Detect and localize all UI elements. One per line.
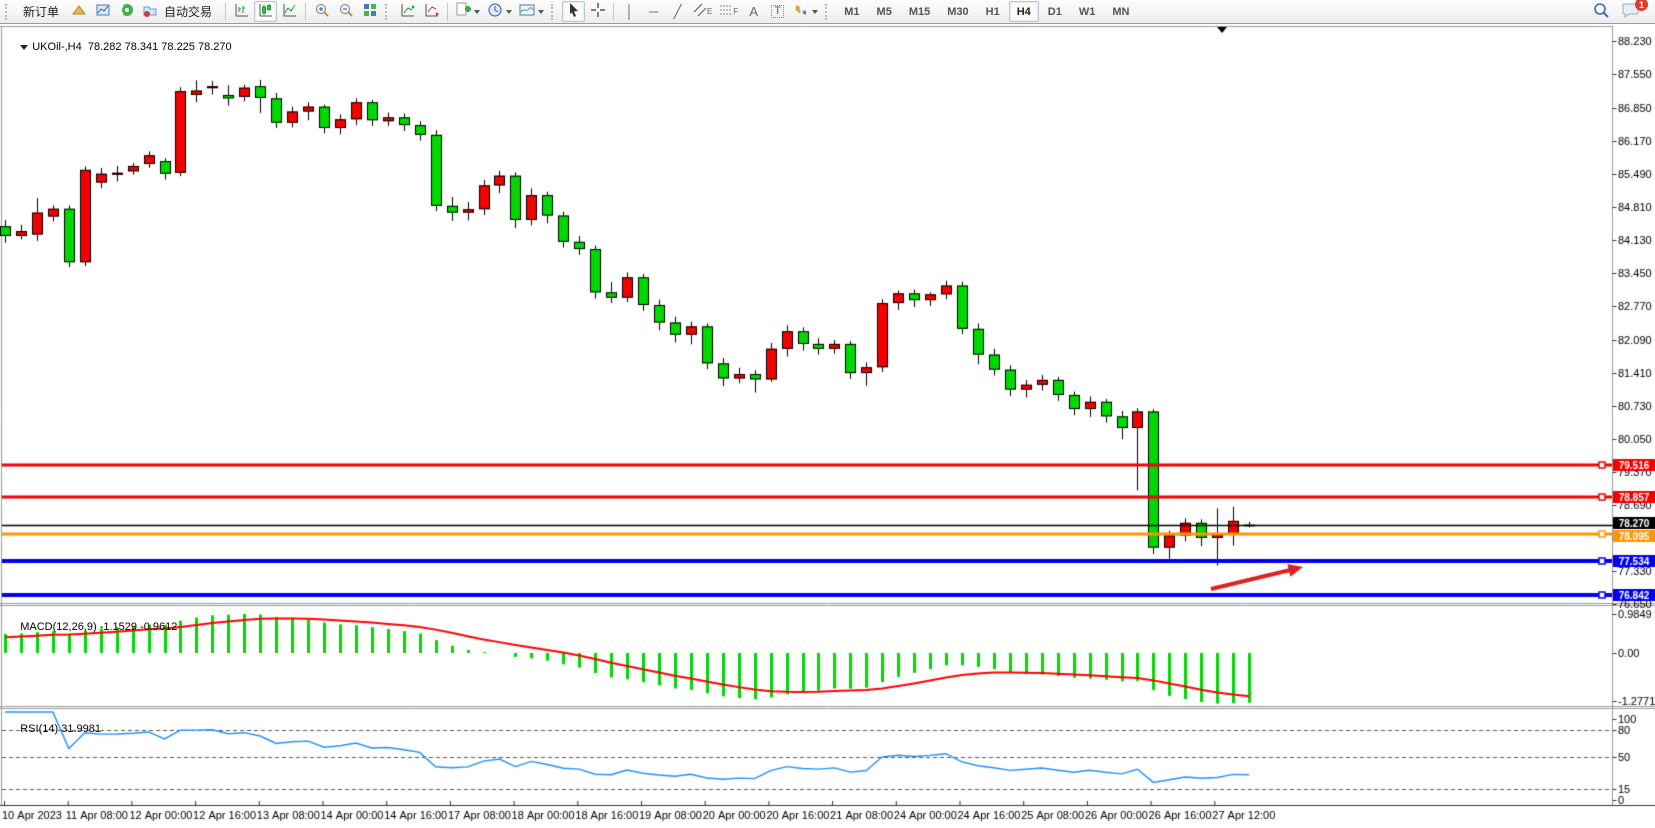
rsi-indicator-label: RSI(14) 31.9981 — [8, 711, 101, 747]
signals-icon — [119, 2, 135, 21]
vertical-line-icon: │ — [625, 4, 634, 19]
rsi-value: 31.9981 — [61, 723, 101, 735]
line-chart-button[interactable] — [278, 1, 301, 22]
new-chart-icon — [400, 2, 416, 21]
candlestick-chart-icon — [258, 2, 274, 21]
toolbar-grip[interactable] — [551, 3, 558, 20]
fibonacci-tool-letter: F — [733, 7, 739, 16]
toolbar-separator — [447, 2, 449, 21]
zoom-out-icon — [338, 2, 354, 21]
symbol-ohlc-text: 78.282 78.341 78.225 78.270 — [87, 41, 232, 53]
zoom-in-icon — [314, 2, 330, 21]
auto-trading-label: 自动交易 — [164, 5, 213, 19]
timeframe-mn-button[interactable]: MN — [1112, 5, 1130, 18]
search-icon — [1593, 2, 1610, 22]
timeframe-m30-button[interactable]: M30 — [947, 5, 969, 18]
timeframe-w1-button[interactable]: W1 — [1078, 5, 1096, 18]
chart-profiles-icon — [424, 2, 440, 21]
equidistant-channel-icon — [693, 3, 707, 20]
toolbar-separator — [613, 2, 615, 21]
rsi-title: RSI(14) — [20, 723, 59, 735]
crosshair-tool-button[interactable] — [586, 1, 609, 22]
timeframe-clock-icon — [487, 2, 503, 21]
line-chart-icon — [282, 2, 298, 21]
chevron-down-icon — [474, 9, 481, 14]
toolbar-right-group: 1 — [1590, 0, 1653, 22]
symbol-period-text: UKOil-,H4 — [32, 41, 82, 53]
search-button[interactable] — [1590, 1, 1613, 22]
arrow-shapes-icon — [793, 2, 809, 21]
symbol-collapse-icon[interactable] — [20, 44, 29, 50]
equidistant-channel-tool-button[interactable]: E — [690, 1, 715, 22]
trendline-tool-button[interactable]: ╱ — [666, 1, 689, 22]
new-chart-button[interactable] — [396, 1, 419, 22]
zoom-in-button[interactable] — [310, 1, 333, 22]
crosshair-icon — [590, 2, 606, 21]
timeframe-m15-button[interactable]: M15 — [908, 5, 931, 18]
vertical-line-tool-button[interactable]: │ — [618, 1, 641, 22]
chart-profiles-button[interactable] — [420, 1, 443, 22]
chart-window-button[interactable] — [91, 1, 114, 22]
bar-chart-icon — [234, 2, 250, 21]
cursor-icon — [566, 2, 582, 21]
toolbar-grip[interactable] — [5, 3, 12, 20]
chevron-down-icon — [812, 9, 819, 14]
chart-template-button[interactable] — [516, 1, 547, 22]
chart-template-icon — [519, 2, 535, 21]
fibonacci-tool-button[interactable]: F — [716, 1, 741, 22]
timeframe-h1-button[interactable]: H1 — [985, 5, 1000, 18]
arrow-shapes-button[interactable] — [790, 1, 821, 22]
chevron-down-icon — [506, 9, 513, 14]
macd-indicator-label: MACD(12,26,9) -1.1529 -0.9612 — [8, 609, 177, 645]
price-list-icon — [71, 2, 87, 21]
add-indicator-icon — [455, 2, 472, 21]
text-tool-button[interactable]: A — [742, 1, 765, 22]
chart-symbol-label: UKOil-,H4 78.282 78.341 78.225 78.270 — [8, 29, 232, 65]
timeframe-clock-button[interactable] — [484, 1, 515, 22]
auto-trading-button[interactable]: 自动交易 — [139, 1, 221, 22]
text-icon: A — [749, 4, 759, 19]
tile-windows-button[interactable] — [358, 1, 381, 22]
chart-window-icon — [95, 2, 111, 21]
cursor-tool-button[interactable] — [562, 1, 586, 22]
main-toolbar: 新订单 自动交易 — [0, 0, 1655, 24]
toolbar-separator — [305, 2, 307, 21]
tile-windows-icon — [362, 2, 378, 21]
timeframe-d1-button[interactable]: D1 — [1047, 5, 1062, 18]
horizontal-line-icon: ─ — [648, 4, 659, 19]
chevron-down-icon — [538, 9, 545, 14]
toolbar-grip[interactable] — [385, 3, 392, 20]
macd-title: MACD(12,26,9) — [20, 621, 97, 633]
timeframe-h4-button[interactable]: H4 — [1008, 1, 1039, 22]
text-label-icon: T — [771, 5, 785, 18]
auto-trading-icon — [142, 2, 158, 21]
price-list-button[interactable] — [67, 1, 90, 22]
zoom-out-button[interactable] — [334, 1, 357, 22]
candlestick-chart-button[interactable] — [254, 1, 278, 22]
bar-chart-button[interactable] — [230, 1, 253, 22]
channel-tool-letter: E — [707, 7, 713, 16]
timeframe-m1-button[interactable]: M1 — [844, 5, 860, 18]
toolbar-grip[interactable] — [825, 3, 832, 20]
timeframe-m5-button[interactable]: M5 — [876, 5, 892, 18]
notifications-button[interactable]: 1 — [1619, 0, 1648, 22]
horizontal-line-tool-button[interactable]: ─ — [642, 1, 665, 22]
signals-button[interactable] — [115, 1, 138, 22]
text-label-tool-button[interactable]: T — [766, 1, 789, 22]
add-indicator-button[interactable] — [452, 1, 483, 22]
toolbar-separator — [225, 2, 227, 21]
macd-values: -1.1529 -0.9612 — [99, 621, 178, 633]
fibonacci-icon — [719, 3, 733, 20]
trendline-icon: ╱ — [673, 4, 682, 19]
notification-count-badge: 1 — [1635, 0, 1648, 11]
new-order-button[interactable]: 新订单 — [23, 5, 60, 19]
